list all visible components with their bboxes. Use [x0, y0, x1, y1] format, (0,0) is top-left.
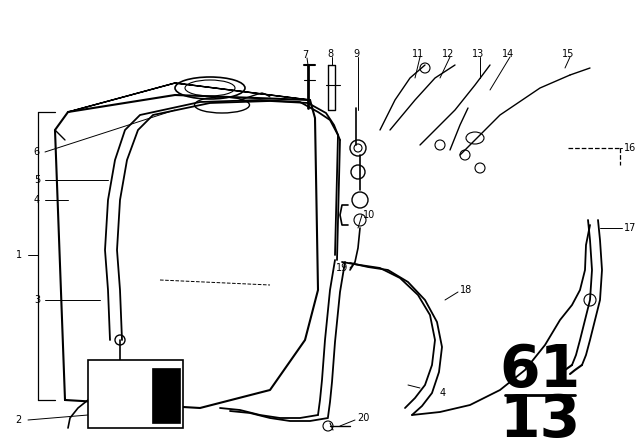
Text: 13: 13 — [472, 49, 484, 59]
FancyBboxPatch shape — [88, 360, 183, 428]
Text: 9: 9 — [353, 49, 359, 59]
Text: 14: 14 — [502, 49, 514, 59]
Text: 7: 7 — [302, 50, 308, 60]
Text: 18: 18 — [460, 285, 472, 295]
Text: 61: 61 — [499, 341, 580, 399]
Text: 17: 17 — [624, 223, 636, 233]
Text: 15: 15 — [562, 49, 574, 59]
Text: 12: 12 — [442, 49, 454, 59]
Text: 11: 11 — [412, 49, 424, 59]
Text: 4: 4 — [440, 388, 446, 398]
Text: 13: 13 — [499, 392, 580, 448]
Text: 5: 5 — [34, 175, 40, 185]
FancyBboxPatch shape — [152, 368, 180, 423]
Text: 10: 10 — [363, 210, 375, 220]
Text: 1: 1 — [16, 250, 22, 260]
Text: 16: 16 — [624, 143, 636, 153]
Text: 3: 3 — [34, 295, 40, 305]
Text: 8: 8 — [327, 49, 333, 59]
Text: 4: 4 — [34, 195, 40, 205]
Text: 20: 20 — [357, 413, 369, 423]
Text: 2: 2 — [16, 415, 22, 425]
Text: 19: 19 — [336, 263, 348, 273]
Text: 6: 6 — [34, 147, 40, 157]
